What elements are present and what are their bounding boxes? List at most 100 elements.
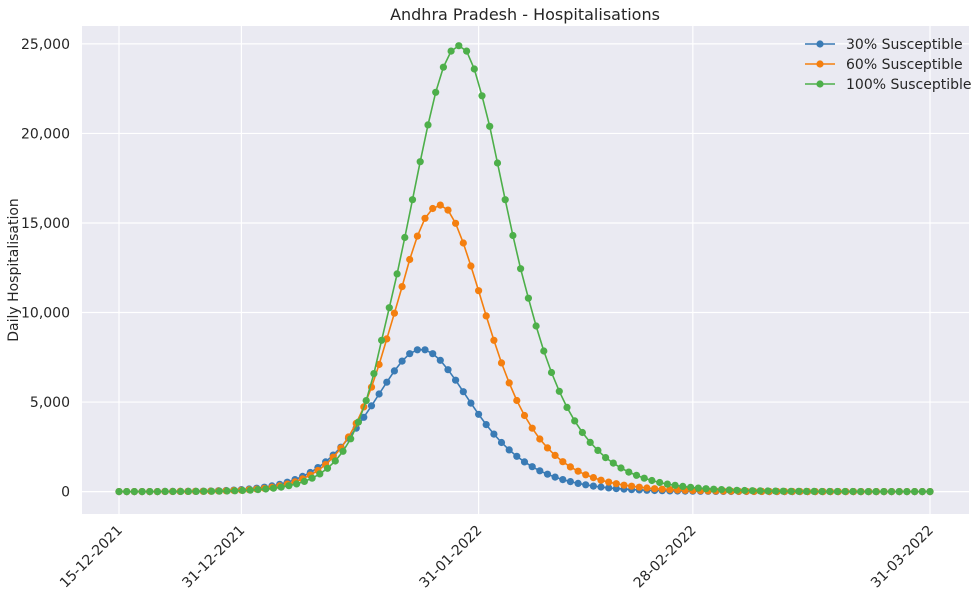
- data-point: [436, 356, 444, 364]
- data-point: [262, 485, 270, 493]
- data-point: [802, 487, 811, 495]
- data-point: [154, 488, 162, 496]
- data-point: [436, 201, 444, 209]
- y-axis-ticks: 0 5,000 10,000 15,000 20,000 25,000: [21, 37, 70, 501]
- data-point: [161, 487, 169, 496]
- data-point: [586, 438, 594, 446]
- data-point: [597, 483, 605, 491]
- data-point: [444, 366, 452, 374]
- data-point: [452, 376, 460, 384]
- data-point: [138, 488, 146, 496]
- data-point: [658, 485, 666, 493]
- data-point: [367, 402, 376, 410]
- y-tick-label: 5,000: [30, 395, 70, 411]
- data-point: [490, 430, 498, 438]
- data-point: [578, 428, 587, 437]
- legend-label: 100% Susceptible: [846, 77, 972, 93]
- data-point: [432, 88, 440, 96]
- data-point: [787, 487, 795, 495]
- data-point: [574, 479, 582, 487]
- y-axis-label: Daily Hospitalisation: [6, 198, 22, 342]
- x-tick-label: 28-02-2022: [631, 523, 700, 591]
- data-point: [447, 47, 455, 55]
- data-point: [408, 196, 417, 204]
- y-tick-label: 10,000: [21, 306, 70, 322]
- data-point: [566, 478, 575, 486]
- data-point: [895, 488, 903, 496]
- data-point: [547, 368, 556, 377]
- data-point: [360, 413, 368, 421]
- data-point: [505, 379, 513, 387]
- data-point: [559, 458, 567, 466]
- data-point: [475, 410, 483, 418]
- plot-background: [82, 26, 969, 514]
- data-point: [497, 438, 506, 447]
- data-point: [493, 159, 502, 167]
- data-point: [513, 452, 521, 460]
- data-point: [771, 487, 780, 495]
- data-point: [429, 204, 437, 213]
- data-point: [617, 464, 625, 472]
- data-point: [666, 486, 674, 494]
- data-point: [663, 480, 672, 488]
- data-point: [524, 294, 533, 302]
- data-point: [475, 287, 483, 295]
- x-axis-ticks: 15-12-2021 31-12-2021 31-01-2022 28-02-2022…: [57, 523, 937, 591]
- data-point: [192, 487, 200, 495]
- data-point: [362, 397, 370, 405]
- y-tick-label: 15,000: [21, 216, 70, 232]
- data-point: [254, 486, 262, 494]
- y-tick-label: 25,000: [21, 37, 70, 53]
- data-point: [482, 312, 490, 320]
- data-point: [635, 483, 643, 491]
- data-point: [795, 487, 803, 495]
- data-point: [520, 411, 529, 420]
- data-point: [864, 488, 872, 496]
- data-point: [470, 65, 478, 73]
- data-point: [748, 487, 757, 495]
- data-point: [671, 481, 679, 489]
- data-point: [413, 346, 421, 354]
- data-point: [563, 403, 571, 411]
- data-point: [543, 470, 552, 478]
- data-point: [628, 482, 636, 490]
- legend: 30% Susceptible 60% Susceptible 100% Susce…: [805, 37, 972, 93]
- data-point: [385, 304, 393, 312]
- data-point: [486, 122, 494, 130]
- data-point: [246, 486, 254, 494]
- data-point: [331, 457, 339, 465]
- data-point: [413, 232, 421, 240]
- data-point: [378, 336, 386, 344]
- data-point: [702, 485, 710, 493]
- data-point: [505, 446, 513, 454]
- data-point: [826, 487, 834, 496]
- data-point: [513, 396, 521, 405]
- data-point: [123, 488, 131, 496]
- data-point: [756, 487, 764, 495]
- data-point: [223, 487, 231, 495]
- data-point: [528, 463, 536, 471]
- data-point: [602, 454, 610, 462]
- data-point: [406, 350, 414, 358]
- data-point: [597, 476, 605, 484]
- data-point: [390, 309, 398, 317]
- data-point: [849, 487, 857, 496]
- data-point: [444, 206, 452, 214]
- data-point: [398, 357, 406, 365]
- data-point: [632, 471, 641, 479]
- data-point: [463, 47, 471, 55]
- data-point: [648, 476, 656, 485]
- data-point: [887, 488, 896, 496]
- data-point: [455, 42, 463, 50]
- data-point: [490, 336, 498, 344]
- data-point: [609, 459, 617, 467]
- data-point: [640, 474, 648, 482]
- data-point: [880, 488, 888, 496]
- data-point: [540, 347, 548, 355]
- data-point: [398, 283, 406, 291]
- data-point: [620, 481, 628, 489]
- data-point: [323, 464, 332, 472]
- data-point: [390, 367, 398, 375]
